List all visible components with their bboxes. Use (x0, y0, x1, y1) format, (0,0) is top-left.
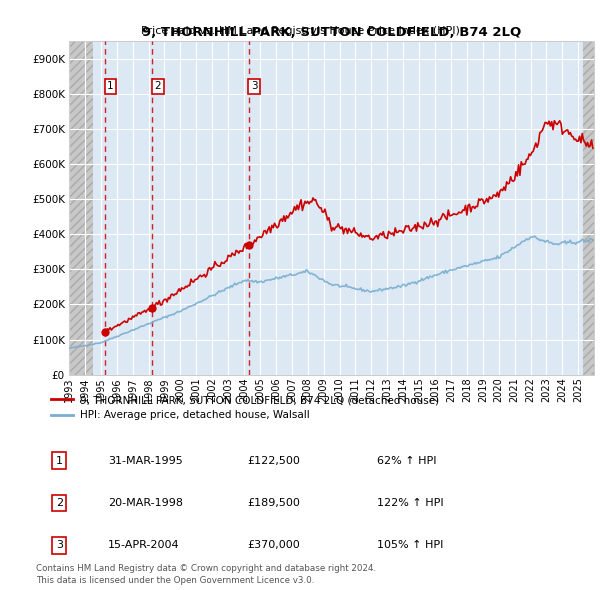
Text: 2: 2 (154, 81, 161, 91)
Text: 62% ↑ HPI: 62% ↑ HPI (377, 455, 436, 466)
Text: 1: 1 (56, 455, 63, 466)
Text: Price paid vs. HM Land Registry's House Price Index (HPI): Price paid vs. HM Land Registry's House … (140, 26, 460, 36)
Text: £122,500: £122,500 (248, 455, 301, 466)
Text: 122% ↑ HPI: 122% ↑ HPI (377, 498, 443, 508)
Text: 15-APR-2004: 15-APR-2004 (108, 540, 180, 550)
Text: 3: 3 (56, 540, 63, 550)
Legend: 9, THORNHILL PARK, SUTTON COLDFIELD, B74 2LQ (detached house), HPI: Average pric: 9, THORNHILL PARK, SUTTON COLDFIELD, B74… (46, 391, 443, 424)
Title: 9, THORNHILL PARK, SUTTON COLDFIELD, B74 2LQ: 9, THORNHILL PARK, SUTTON COLDFIELD, B74… (142, 26, 521, 39)
Text: 2: 2 (56, 498, 63, 508)
Bar (583, 41, 600, 375)
Text: 1: 1 (107, 81, 114, 91)
Text: £189,500: £189,500 (248, 498, 301, 508)
Text: 3: 3 (251, 81, 257, 91)
Bar (69, 41, 93, 375)
Text: 20-MAR-1998: 20-MAR-1998 (108, 498, 183, 508)
Text: 105% ↑ HPI: 105% ↑ HPI (377, 540, 443, 550)
Text: £370,000: £370,000 (248, 540, 301, 550)
Text: 31-MAR-1995: 31-MAR-1995 (108, 455, 183, 466)
Text: Contains HM Land Registry data © Crown copyright and database right 2024.
This d: Contains HM Land Registry data © Crown c… (36, 565, 376, 585)
